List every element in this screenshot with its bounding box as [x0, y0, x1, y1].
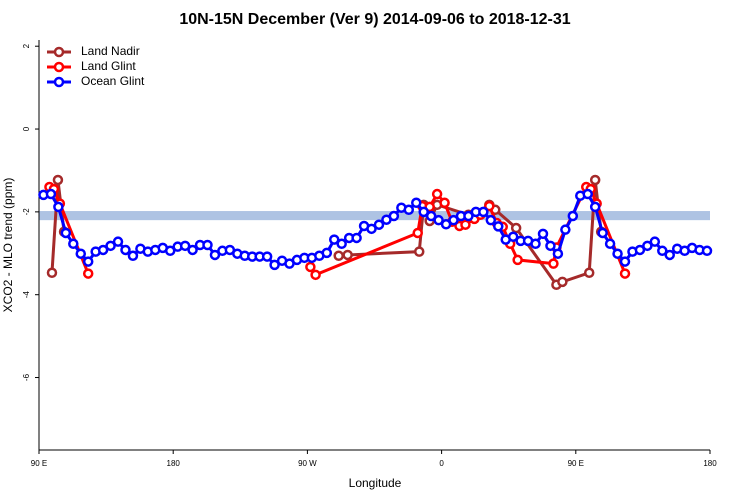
point: [321, 247, 333, 259]
point: [448, 214, 459, 226]
point: [649, 236, 661, 247]
point: [583, 267, 595, 278]
point: [82, 268, 94, 279]
point: [440, 219, 452, 230]
y-tick-label: 2: [22, 43, 31, 48]
point: [604, 238, 616, 250]
y-axis-label: XCO2 - MLO trend (ppm): [1, 178, 15, 313]
point: [619, 256, 631, 267]
point: [45, 188, 57, 200]
legend-label: Land Nadir: [81, 44, 140, 58]
point: [597, 227, 608, 239]
point: [412, 227, 423, 239]
point: [261, 251, 273, 262]
point: [82, 256, 94, 267]
point: [418, 206, 429, 218]
point: [333, 250, 344, 262]
point: [552, 248, 564, 259]
point: [388, 210, 400, 222]
point: [567, 210, 579, 222]
point: [164, 245, 176, 257]
point: [351, 232, 362, 244]
legend-label: Land Glint: [81, 59, 136, 73]
y-tick-label: -2: [22, 208, 31, 216]
point: [413, 246, 425, 257]
point: [431, 188, 443, 200]
point: [105, 240, 116, 252]
legend-swatch-marker: [53, 61, 65, 73]
point: [209, 249, 221, 261]
legend-swatch-marker: [53, 46, 65, 58]
legend-swatch-marker: [53, 76, 65, 88]
point: [112, 236, 124, 247]
point: [75, 248, 87, 259]
point: [52, 174, 64, 186]
point: [439, 197, 450, 209]
point: [269, 259, 280, 271]
point: [373, 219, 385, 230]
x-tick-label: 0: [439, 459, 444, 468]
x-tick-label: 90 E: [568, 459, 584, 468]
chart-title: 10N-15N December (Ver 9) 2014-09-06 to 2…: [179, 11, 570, 28]
reference-band: [39, 211, 710, 221]
point: [336, 238, 347, 250]
point: [510, 222, 522, 234]
point: [202, 239, 213, 251]
point: [46, 267, 58, 278]
point: [545, 240, 556, 252]
point: [485, 214, 497, 226]
legend-label: Ocean Glint: [81, 74, 145, 88]
point: [60, 227, 72, 239]
point: [664, 249, 675, 261]
point: [612, 248, 623, 259]
y-tick-label: -6: [22, 373, 31, 381]
point: [127, 250, 139, 262]
point: [537, 228, 549, 240]
point: [512, 254, 523, 266]
point: [310, 269, 321, 281]
point: [657, 245, 668, 257]
x-tick-label: 90 W: [298, 459, 317, 468]
point: [463, 210, 474, 222]
point: [493, 221, 504, 232]
point: [478, 206, 489, 218]
point: [560, 224, 571, 235]
x-axis-label: Longitude: [349, 476, 402, 490]
x-tick-label: 90 E: [31, 459, 47, 468]
point: [366, 223, 377, 235]
point: [589, 174, 601, 186]
point: [433, 214, 444, 226]
point: [701, 245, 713, 257]
point: [403, 204, 415, 216]
point: [187, 244, 198, 256]
point: [507, 231, 519, 242]
point: [557, 276, 568, 288]
point: [425, 210, 437, 222]
point: [642, 240, 653, 252]
point: [342, 249, 353, 261]
point: [589, 201, 601, 213]
point: [411, 197, 422, 209]
point: [619, 268, 631, 279]
y-tick-label: -4: [22, 291, 31, 299]
point: [120, 244, 131, 256]
point: [179, 240, 191, 252]
point: [328, 234, 340, 245]
point: [53, 201, 64, 213]
point: [582, 188, 593, 200]
y-tick-label: 0: [22, 126, 31, 131]
point: [97, 244, 109, 256]
point: [530, 238, 541, 250]
point: [484, 200, 495, 212]
x-tick-label: 180: [167, 459, 181, 468]
point: [68, 238, 79, 250]
point: [460, 219, 471, 230]
point: [305, 261, 316, 273]
point: [634, 244, 646, 256]
x-tick-label: 180: [703, 459, 717, 468]
point: [548, 258, 559, 269]
